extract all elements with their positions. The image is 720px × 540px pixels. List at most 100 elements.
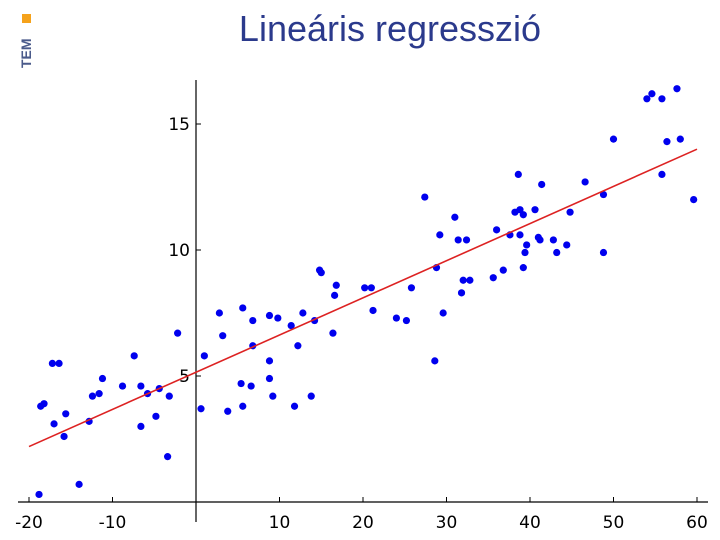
data-point [331,291,339,299]
data-point [519,211,527,219]
data-point [164,453,172,461]
data-point [130,352,138,360]
data-point [137,422,145,430]
data-point [40,400,48,408]
data-point [247,382,255,390]
x-tick-label: -10 [99,513,127,533]
data-point [421,193,429,201]
data-point [436,231,444,239]
data-point [402,316,411,325]
data-point [294,342,302,350]
data-point [514,170,522,178]
x-tick-label: 20 [352,513,374,533]
data-point [407,284,416,292]
data-point [454,236,462,244]
data-point [332,281,340,289]
data-point [88,392,97,400]
data-point [197,405,205,413]
data-point [581,178,589,186]
data-point [566,208,574,216]
data-point [287,322,295,330]
x-tick-label: 30 [436,513,458,533]
data-point [224,407,232,415]
data-point [290,402,299,410]
data-point [563,241,571,249]
data-point [516,231,524,239]
data-point [307,392,315,400]
data-point [239,402,247,410]
data-point [439,309,447,317]
data-point [249,316,257,325]
data-point [536,236,544,244]
slide-title: Lineáris regresszió [238,8,542,49]
data-point [137,382,145,390]
data-point [95,390,103,398]
data-point [658,170,666,178]
y-tick-label: 15 [168,115,190,135]
x-tick-label: 60 [686,513,708,533]
data-point [200,352,208,360]
data-point [523,241,531,249]
y-tick-label: 10 [168,241,190,261]
data-point [648,90,656,98]
data-point [531,206,539,214]
data-points [35,85,698,499]
data-point [499,266,507,274]
logo-square-icon [22,14,31,23]
data-point [599,248,608,257]
data-point [431,357,439,365]
data-point [219,332,227,340]
data-point [265,357,274,365]
data-point [269,392,277,400]
regression-line [28,148,698,448]
data-point [152,412,160,420]
data-point [50,420,58,428]
data-point [35,490,43,499]
data-point [75,480,83,488]
data-point [521,248,529,257]
data-point [459,276,467,284]
data-point [317,269,325,277]
data-point [451,213,459,221]
data-point [48,359,56,367]
data-point [237,379,245,388]
data-point [538,180,546,189]
data-point [265,311,274,320]
data-point [392,314,400,322]
x-tick-label: 10 [269,513,291,533]
data-point [55,359,63,367]
data-point [239,304,247,312]
data-point [549,236,557,244]
data-point [676,135,684,143]
data-point [274,314,282,322]
data-point [489,274,497,282]
data-point [519,264,527,272]
data-point [553,248,561,257]
data-point [643,95,651,103]
data-point [361,284,369,292]
data-point [462,236,471,244]
data-point [329,329,337,337]
data-point [658,95,666,103]
data-point [215,309,223,317]
data-point [493,226,501,234]
data-point [457,289,466,297]
data-point [609,135,618,143]
data-point [299,309,307,317]
x-tick-label: -20 [15,513,43,533]
data-point [165,392,173,400]
data-point [690,196,698,204]
data-point [118,382,127,390]
x-tick-label: 40 [519,513,541,533]
data-point [369,306,377,315]
data-point [599,190,608,199]
data-point [367,284,375,292]
data-point [673,85,681,93]
data-point [174,329,182,337]
data-point [466,276,474,284]
data-point [265,374,274,383]
data-point [62,410,70,418]
data-point [60,432,68,441]
x-tick-label: 50 [603,513,625,533]
